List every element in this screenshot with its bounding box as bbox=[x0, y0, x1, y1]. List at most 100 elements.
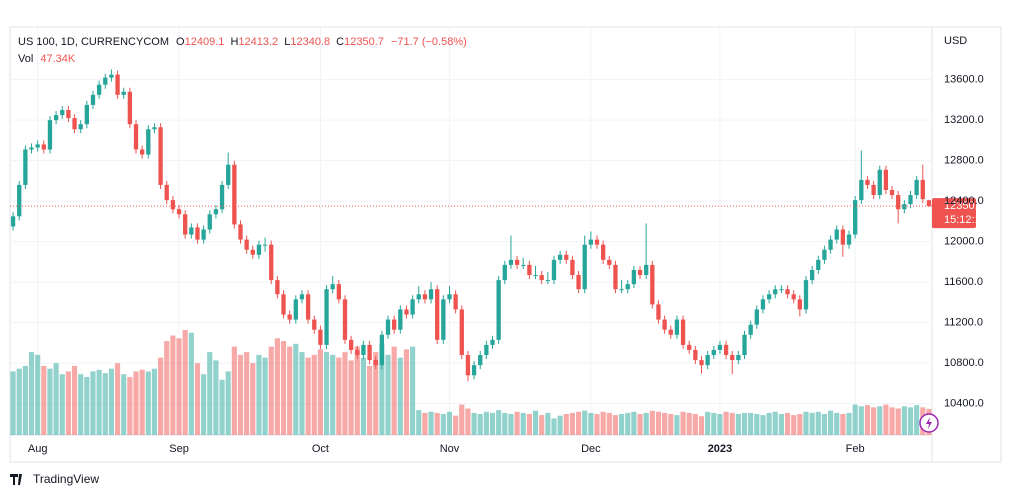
candle-body bbox=[447, 294, 452, 300]
volume-bar bbox=[354, 346, 360, 435]
candle-body bbox=[760, 299, 766, 310]
volume-bar bbox=[416, 410, 422, 435]
candle-body bbox=[865, 179, 870, 185]
candle-body bbox=[201, 229, 206, 240]
x-tick-label: Nov bbox=[440, 443, 460, 455]
volume-bar bbox=[133, 371, 139, 435]
volume-bar bbox=[366, 365, 373, 435]
candle-body bbox=[785, 289, 790, 295]
volume-bar bbox=[483, 411, 489, 435]
volume-bar bbox=[459, 404, 465, 435]
candle-body bbox=[576, 275, 581, 290]
candle-body bbox=[570, 259, 575, 276]
candle-body bbox=[158, 127, 163, 185]
volume-bar bbox=[256, 354, 262, 435]
candle-body bbox=[502, 264, 507, 281]
candle-body bbox=[189, 227, 194, 235]
candle-body bbox=[809, 269, 815, 281]
volume-bar bbox=[311, 354, 317, 435]
alert-icon-glyph bbox=[926, 417, 932, 429]
candle-body bbox=[133, 124, 139, 150]
candle-body bbox=[496, 280, 501, 340]
volume-bar bbox=[139, 369, 145, 435]
x-tick-label: Oct bbox=[312, 443, 329, 455]
candle-body bbox=[853, 200, 858, 235]
open-value: 12409.1 bbox=[185, 36, 225, 48]
volume-bar bbox=[305, 357, 311, 435]
volume-bar bbox=[748, 412, 754, 435]
brand: TradingView bbox=[10, 472, 99, 486]
candle-body bbox=[508, 259, 514, 265]
volume-bar bbox=[901, 406, 907, 435]
volume-bar bbox=[809, 412, 815, 435]
volume-bar bbox=[858, 406, 864, 435]
y-tick-label: 11200.0 bbox=[944, 317, 983, 329]
candle-body bbox=[392, 319, 397, 330]
countdown: 15:12:15 bbox=[944, 214, 987, 226]
brand-name: TradingView bbox=[33, 472, 99, 486]
volume-bar bbox=[207, 352, 213, 435]
candle-body bbox=[465, 355, 471, 376]
candle-body bbox=[803, 280, 809, 310]
volume-bar bbox=[674, 415, 680, 435]
candle-body bbox=[78, 124, 83, 130]
candle-body bbox=[883, 169, 889, 190]
candle-body bbox=[244, 239, 249, 250]
candle-body bbox=[471, 365, 477, 376]
close-label: C bbox=[336, 36, 344, 48]
candle-body bbox=[545, 280, 550, 282]
candle-body bbox=[213, 209, 219, 215]
candle-body bbox=[668, 329, 673, 335]
candle-body bbox=[680, 319, 686, 345]
candle-body bbox=[269, 244, 274, 281]
candle-body bbox=[613, 264, 618, 290]
candle-body bbox=[754, 309, 759, 325]
candle-body bbox=[109, 74, 114, 78]
candle-body bbox=[428, 289, 434, 300]
x-tick-label: Sep bbox=[169, 443, 189, 455]
volume-bar bbox=[182, 330, 188, 435]
candle-body bbox=[379, 334, 385, 366]
volume-bar bbox=[741, 412, 748, 435]
volume-bar bbox=[717, 414, 723, 435]
volume-value: 47.34K bbox=[40, 53, 76, 65]
candle-body bbox=[361, 344, 366, 356]
candle-body bbox=[533, 275, 538, 277]
candle-body bbox=[551, 259, 557, 281]
volume-bar bbox=[158, 357, 164, 435]
volume-bar bbox=[532, 410, 539, 435]
candle-body bbox=[711, 349, 716, 356]
candle-body bbox=[920, 179, 925, 200]
candle-body bbox=[822, 249, 827, 260]
change: −71.7 (−0.58%) bbox=[391, 36, 467, 48]
candle-body bbox=[10, 216, 16, 227]
candle-body bbox=[871, 184, 876, 196]
volume-bar bbox=[225, 371, 231, 435]
candle-body bbox=[422, 294, 428, 300]
candle-body bbox=[840, 229, 846, 245]
candle-body bbox=[342, 299, 348, 340]
candle-body bbox=[564, 254, 569, 260]
volume-bar bbox=[96, 369, 102, 435]
volume-bar bbox=[348, 360, 354, 435]
x-tick-label: Feb bbox=[846, 443, 865, 455]
candle-body bbox=[410, 299, 415, 315]
candle-body bbox=[902, 204, 907, 210]
grid bbox=[10, 28, 932, 435]
volume-bar bbox=[729, 412, 735, 435]
volume-bar bbox=[502, 412, 508, 435]
volume-label: Vol bbox=[18, 53, 33, 65]
candle-body bbox=[693, 349, 698, 361]
candle-body bbox=[60, 110, 65, 116]
candle-body bbox=[582, 244, 587, 290]
volume-bar bbox=[619, 414, 625, 435]
volume-bar bbox=[16, 368, 22, 435]
volume-bar bbox=[188, 332, 194, 435]
candle-body bbox=[312, 319, 317, 330]
volume-bar bbox=[397, 357, 403, 435]
candle-body bbox=[773, 289, 778, 295]
candle-body bbox=[23, 149, 28, 185]
volume-bar bbox=[539, 415, 545, 435]
volume-bar bbox=[668, 414, 674, 435]
